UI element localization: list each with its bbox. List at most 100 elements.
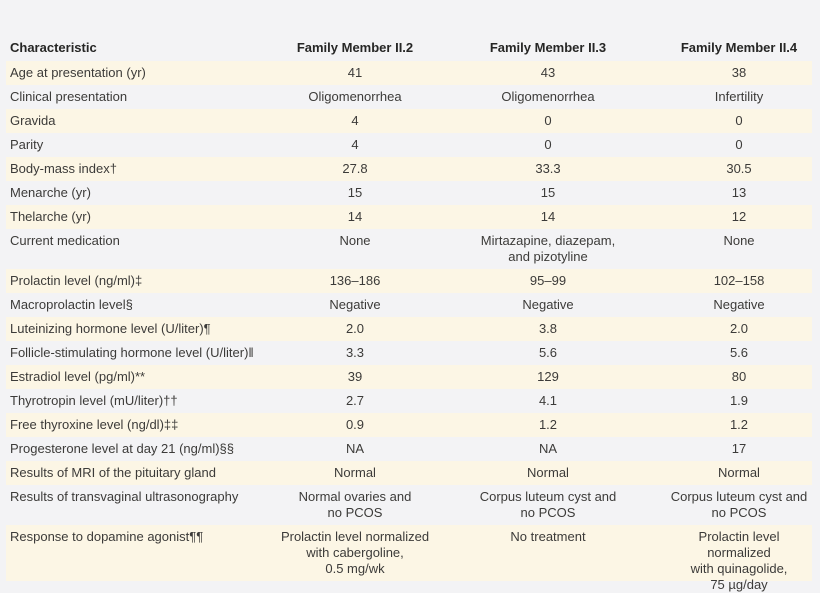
cell-value: Prolactin level normalized with quinagol… [690, 529, 788, 592]
table-row: Prolactin level (ng/ml)‡ 136–186 95–99 102–… [6, 269, 812, 293]
row-label: Current medication [10, 233, 120, 248]
cell-value: 0 [735, 113, 743, 128]
row-label: Results of MRI of the pituitary gland [10, 465, 216, 480]
cell-value: Corpus luteum cyst and no PCOS [670, 489, 808, 520]
row-label: Parity [10, 137, 44, 152]
table-row: Results of transvaginal ultrasonography N… [6, 485, 812, 525]
table-row: Progesterone level at day 21 (ng/ml)§§ NA… [6, 437, 812, 461]
cell-value: Infertility [714, 89, 764, 104]
table-row: Free thyroxine level (ng/dl)‡‡ 0.9 1.2 1.2 [6, 413, 812, 437]
row-label: Luteinizing hormone level (U/liter)¶ [10, 321, 211, 336]
cell-value: 3.3 [345, 345, 365, 360]
row-label: Thelarche (yr) [10, 209, 91, 224]
table-row: Results of MRI of the pituitary gland Nor… [6, 461, 812, 485]
table-row: Parity 4 0 0 [6, 133, 812, 157]
cell-value: 0 [544, 113, 552, 128]
row-label: Follicle-stimulating hormone level (U/li… [10, 345, 254, 360]
table-row: Body-mass index† 27.8 33.3 30.5 [6, 157, 812, 181]
table-row: Menarche (yr) 15 15 13 [6, 181, 812, 205]
cell-value: 2.0 [729, 321, 749, 336]
cell-value: 136–186 [329, 273, 381, 288]
cell-value: 1.2 [729, 417, 749, 432]
cell-value: 0 [735, 137, 743, 152]
cell-value: 14 [347, 209, 363, 224]
cell-value: 1.2 [538, 417, 558, 432]
cell-value: Corpus luteum cyst and no PCOS [479, 489, 617, 520]
cell-value: Negative [329, 297, 381, 312]
cell-value: 5.6 [538, 345, 558, 360]
characteristics-table: Characteristic Family Member II.2 Family… [6, 33, 812, 592]
cell-value: 39 [347, 369, 363, 384]
cell-value: 102–158 [713, 273, 765, 288]
row-label: Estradiol level (pg/ml)** [10, 369, 146, 384]
table-row: Follicle-stimulating hormone level (U/li… [6, 341, 812, 365]
cell-value: 95–99 [529, 273, 567, 288]
cell-value: Negative [522, 297, 574, 312]
cell-value: 15 [540, 185, 556, 200]
row-label: Clinical presentation [10, 89, 128, 104]
column-header-characteristic: Characteristic [10, 40, 97, 55]
cell-value: 38 [731, 65, 747, 80]
table-row: Luteinizing hormone level (U/liter)¶ 2.0 3… [6, 317, 812, 341]
cell-value: 2.7 [345, 393, 365, 408]
row-label: Gravida [10, 113, 56, 128]
row-label: Thyrotropin level (mU/liter)†† [10, 393, 178, 408]
cell-value: 129 [537, 369, 559, 384]
row-label: Menarche (yr) [10, 185, 91, 200]
cell-value: Oligomenorrhea [501, 89, 595, 104]
table-row: Estradiol level (pg/ml)** 39 129 80 [6, 365, 812, 389]
cell-value: 2.0 [345, 321, 365, 336]
cell-value: NA [538, 441, 558, 456]
column-header-family-member-ii2: Family Member II.2 [296, 40, 414, 55]
table-row: Current medication None Mirtazapine, diaze… [6, 229, 812, 269]
cell-value: Normal [334, 465, 376, 480]
row-label: Free thyroxine level (ng/dl)‡‡ [10, 417, 179, 432]
cell-value: 30.5 [726, 161, 752, 176]
cell-value: Normal [527, 465, 569, 480]
cell-value: 17 [731, 441, 747, 456]
cell-value: None [339, 233, 371, 248]
column-header-family-member-ii3: Family Member II.3 [489, 40, 607, 55]
table-row: Gravida 4 0 0 [6, 109, 812, 133]
table-row: Response to dopamine agonist¶¶ Prolactin … [6, 525, 812, 592]
cell-value: 12 [731, 209, 747, 224]
cell-value: 4 [351, 113, 359, 128]
cell-value: None [723, 233, 755, 248]
cell-value: 13 [731, 185, 747, 200]
column-header-family-member-ii4: Family Member II.4 [680, 40, 798, 55]
table-body: Age at presentation (yr) 41 43 38 Clinical p… [6, 61, 812, 592]
table-row: Thelarche (yr) 14 14 12 [6, 205, 812, 229]
table-row: Age at presentation (yr) 41 43 38 [6, 61, 812, 85]
cell-value: Normal [718, 465, 760, 480]
row-label: Age at presentation (yr) [10, 65, 146, 80]
cell-value: 1.9 [729, 393, 749, 408]
row-label: Progesterone level at day 21 (ng/ml)§§ [10, 441, 235, 456]
cell-value: 41 [347, 65, 363, 80]
row-label: Prolactin level (ng/ml)‡ [10, 273, 143, 288]
cell-value: 27.8 [342, 161, 368, 176]
row-label: Macroprolactin level§ [10, 297, 133, 312]
cell-value: 0 [544, 137, 552, 152]
cell-value: 43 [540, 65, 556, 80]
cell-value: 4.1 [538, 393, 558, 408]
cell-value: 4 [351, 137, 359, 152]
table-row: Thyrotropin level (mU/liter)†† 2.7 4.1 1.9 [6, 389, 812, 413]
table-row: Clinical presentation Oligomenorrhea Oligo… [6, 85, 812, 109]
cell-value: Mirtazapine, diazepam, and pizotyline [480, 233, 616, 264]
cell-value: NA [345, 441, 365, 456]
cell-value: Normal ovaries and no PCOS [298, 489, 412, 520]
table-header-row: Characteristic Family Member II.2 Family… [6, 33, 812, 61]
cell-value: Prolactin level normalized with cabergol… [280, 529, 430, 576]
row-label: Body-mass index† [10, 161, 117, 176]
cell-value: No treatment [510, 529, 586, 544]
cell-value: Negative [713, 297, 765, 312]
cell-value: 33.3 [535, 161, 561, 176]
cell-value: Oligomenorrhea [308, 89, 402, 104]
cell-value: 3.8 [538, 321, 558, 336]
cell-value: 5.6 [729, 345, 749, 360]
row-label: Results of transvaginal ultrasonography [10, 489, 239, 504]
cell-value: 15 [347, 185, 363, 200]
cell-value: 80 [731, 369, 747, 384]
cell-value: 0.9 [345, 417, 365, 432]
row-label: Response to dopamine agonist¶¶ [10, 529, 204, 544]
